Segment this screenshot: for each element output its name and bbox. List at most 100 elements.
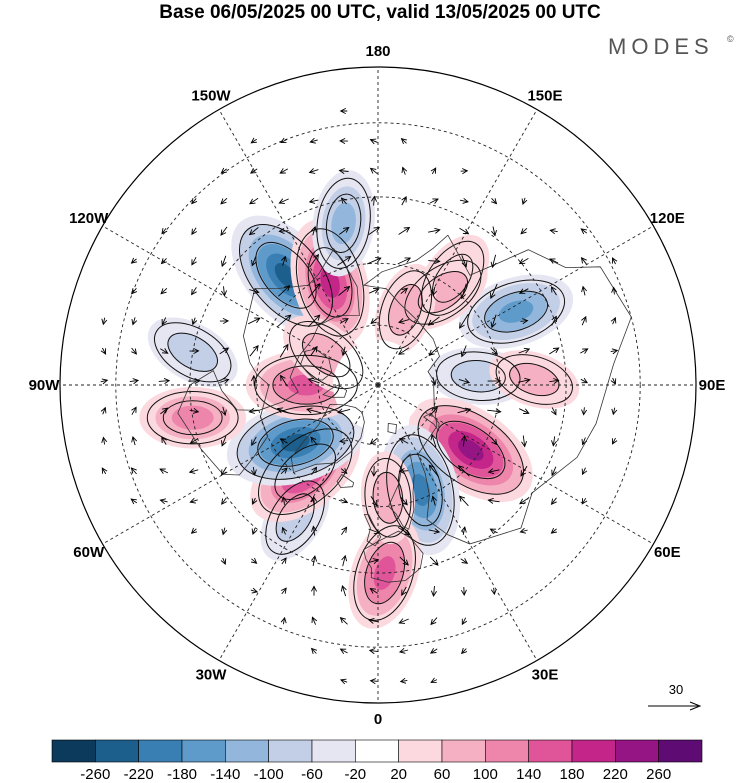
wind-arrow-shaft (370, 496, 378, 506)
wind-arrow-head (490, 588, 497, 596)
wind-arrow (221, 286, 228, 297)
wind-arrow-head (491, 438, 498, 446)
wind-arrow (428, 528, 441, 535)
meridian-line (203, 384, 379, 688)
wind-arrow-head (401, 196, 407, 203)
wind-arrow (460, 526, 467, 535)
wind-arrow-head (221, 498, 227, 505)
coastline-path (322, 384, 348, 398)
wind-arrow (550, 286, 557, 296)
wind-arrow-shaft (583, 407, 585, 415)
wind-arrow-shaft (459, 313, 469, 329)
contour-line (167, 332, 218, 372)
wind-arrow-head (131, 319, 138, 326)
wind-arrow-shaft (491, 197, 497, 205)
wind-arrow-head (457, 465, 465, 472)
wind-arrow (460, 586, 467, 596)
wind-arrow-head (221, 528, 228, 536)
wind-arrow (307, 377, 320, 384)
anomaly-band (171, 405, 214, 430)
wind-arrow-shaft (101, 467, 107, 475)
wind-arrow (281, 526, 288, 535)
wind-arrow (311, 525, 317, 536)
wind-arrow-head (490, 261, 497, 269)
wind-arrow-head (248, 408, 255, 414)
wind-arrow-head (280, 616, 287, 624)
wind-arrow-head (191, 288, 197, 296)
wind-arrow-head (314, 283, 321, 290)
wind-arrow-shaft (399, 556, 409, 566)
wind-arrow (310, 345, 318, 356)
wind-arrow-head (551, 409, 557, 416)
wind-arrow-head (398, 618, 406, 624)
wind-arrow-head (522, 318, 529, 325)
wind-arrow-head (461, 618, 468, 626)
wind-arrow-head (431, 289, 438, 297)
wind-arrow-shaft (401, 586, 407, 596)
wind-arrow-head (399, 677, 407, 684)
colorbar-swatch (95, 739, 139, 763)
wind-arrow-head (611, 286, 618, 293)
wind-arrow-head (523, 347, 531, 354)
wind-arrow-shaft (249, 345, 259, 357)
wind-arrow-head (550, 498, 557, 505)
coastline-path (387, 422, 397, 435)
coastline-path (290, 403, 365, 474)
wind-arrow-head (523, 408, 530, 414)
wind-arrow-head (251, 259, 257, 267)
wind-arrow-shaft (462, 435, 466, 447)
wind-arrow (221, 466, 227, 476)
wind-arrow-head (430, 379, 437, 386)
anomaly-band (410, 474, 431, 506)
wind-arrow (338, 168, 349, 174)
wind-arrow-head (550, 286, 557, 293)
contour-line (162, 400, 223, 436)
wind-arrow-head (372, 558, 380, 565)
wind-arrow-head (221, 469, 227, 476)
wind-arrow-head (343, 226, 350, 233)
wind-arrow-head (314, 314, 321, 321)
meridian-line (377, 384, 681, 560)
meridian-line (377, 82, 553, 386)
wind-arrow (249, 345, 259, 357)
wind-arrow (551, 466, 557, 477)
wind-arrow (278, 285, 291, 297)
wind-arrow (339, 137, 348, 144)
wind-arrow (337, 256, 352, 266)
wind-arrow-head (491, 229, 497, 237)
wind-arrow-shaft (433, 585, 435, 597)
wind-arrow-shaft (520, 227, 528, 235)
contour-line (388, 284, 423, 336)
wind-arrow-head (159, 498, 167, 505)
wind-arrow (248, 227, 259, 236)
meridian-line (75, 210, 379, 386)
wind-arrow-shaft (223, 286, 225, 296)
colorbar-tick-label: -20 (344, 766, 366, 783)
wind-arrow (458, 495, 469, 507)
wind-arrow-shaft (522, 435, 526, 447)
wind-arrow (221, 527, 228, 536)
wind-arrow (277, 314, 292, 328)
wind-arrow (249, 197, 259, 205)
coastline-path (177, 248, 360, 476)
wind-arrow-shaft (249, 197, 259, 205)
contour-line (307, 247, 353, 318)
colorbar-tick-label: 60 (434, 766, 451, 783)
wind-arrow-head (189, 497, 196, 504)
wind-arrow (308, 168, 319, 174)
wind-arrow (491, 226, 497, 237)
wind-arrow-head (371, 195, 378, 202)
wind-arrow (159, 468, 169, 474)
wind-arrow (101, 467, 108, 475)
wind-arrow (279, 438, 288, 444)
wind-arrow-head (308, 168, 316, 174)
wind-arrow-head (341, 349, 348, 357)
wind-arrow-head (253, 288, 260, 294)
wind-arrow-head (311, 616, 318, 624)
wind-arrow (310, 436, 318, 445)
meridian-line (203, 82, 379, 386)
wind-arrow (430, 433, 437, 448)
wind-arrow (549, 347, 560, 355)
wind-arrow-head (370, 318, 377, 325)
